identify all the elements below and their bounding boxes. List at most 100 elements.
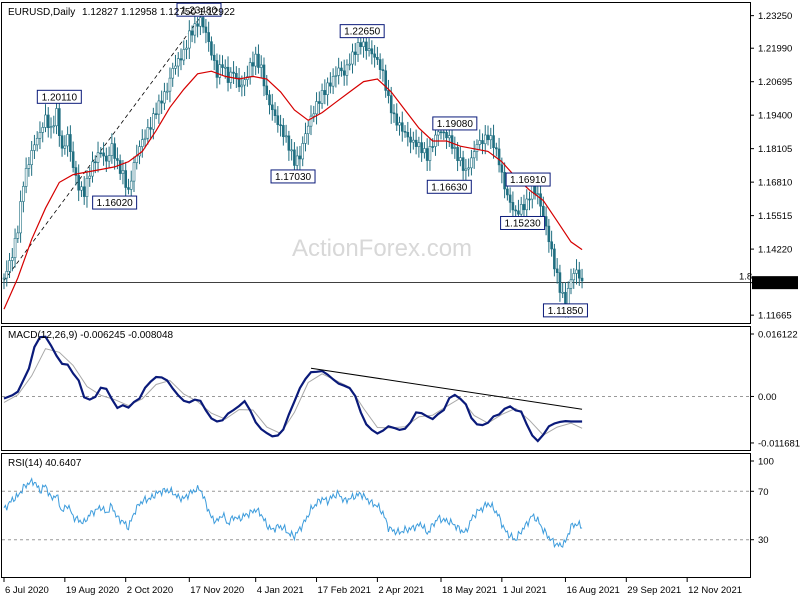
price-candle-body	[226, 66, 230, 83]
price-candle-body	[121, 170, 125, 174]
price-candle-body	[572, 273, 576, 281]
price-annotation-box	[426, 179, 472, 194]
price-candle-body	[168, 77, 172, 92]
price-candle-body	[165, 90, 169, 93]
sma-line	[3, 70, 583, 310]
price-y-tick-label: 1.18105	[758, 144, 792, 155]
price-annotation-box	[339, 24, 385, 39]
price-candle-body	[370, 48, 374, 55]
macd-trendline	[310, 367, 583, 410]
price-annotation: 1.20110	[36, 89, 82, 104]
price-candle-body	[439, 131, 443, 134]
price-candle-body	[223, 66, 227, 69]
price-candle-body	[8, 260, 11, 272]
price-candle-body	[309, 115, 313, 127]
price-candle-body	[384, 70, 387, 91]
price-candle-body	[174, 65, 177, 69]
price-candle-body	[82, 186, 86, 197]
price-candle-body	[387, 90, 390, 96]
price-candle-body	[500, 164, 504, 173]
price-candle-body	[503, 171, 506, 190]
price-candle-body	[514, 209, 517, 212]
price-y-tick-label: 1.15515	[758, 211, 792, 222]
price-candle-body	[201, 17, 205, 28]
price-candle-body	[365, 41, 368, 51]
price-candle-body	[276, 115, 280, 126]
price-candle-body	[204, 26, 208, 33]
price-candle-body	[91, 161, 94, 177]
price-candle-body	[157, 100, 161, 115]
price-annotation-box	[176, 2, 222, 17]
price-candle-body	[320, 90, 324, 104]
price-candle-body	[398, 122, 401, 126]
price-candle-body	[218, 64, 222, 78]
price-candle-body	[550, 241, 553, 250]
last-price-label: 1.12922	[756, 278, 790, 289]
price-candle-body	[99, 152, 103, 155]
price-annotation-label: 1.16910	[510, 175, 547, 186]
price-candle-body	[373, 53, 376, 58]
price-candle-body	[337, 67, 340, 76]
price-annotation-label: 1.16020	[97, 198, 134, 209]
price-layer: 1.8 1.20110 1.16020 1.23480 1.17030 1.22650 1.…	[2, 2, 752, 318]
price-candle-body	[46, 114, 50, 128]
price-candle-body	[30, 150, 33, 166]
price-candle-body	[497, 148, 501, 166]
price-candle-body	[295, 155, 299, 166]
macd-title: MACD(12,26,9) -0.006245 -0.008048	[8, 330, 174, 341]
price-candle-body	[5, 271, 9, 279]
price-y-tick-label: 1.19400	[758, 111, 792, 122]
price-candle-body	[80, 186, 83, 191]
price-candle-body	[96, 152, 100, 163]
price-candle-body	[456, 147, 459, 161]
price-candle-body	[506, 188, 509, 196]
price-annotation-box	[432, 116, 478, 131]
price-candle-body	[318, 101, 321, 104]
price-candle-body	[146, 127, 150, 139]
price-candle-body	[353, 51, 357, 55]
price-annotation: 1.11850	[542, 303, 588, 318]
price-annotation: 1.16020	[92, 195, 138, 210]
price-candle-body	[118, 160, 122, 174]
price-candle-body	[16, 232, 20, 239]
price-candle-body	[215, 60, 219, 78]
x-tick-label: 12 Nov 2021	[688, 585, 742, 596]
price-candle-body	[400, 122, 404, 132]
price-candle-body	[154, 113, 158, 115]
price-annotation-box	[92, 195, 138, 210]
price-candle-body	[69, 134, 72, 153]
chart-title: EURUSD,Daily 1.12827 1.12958 1.12750 1.1…	[8, 7, 235, 18]
price-candle-body	[542, 205, 545, 217]
price-annotation-label: 1.17030	[275, 172, 312, 183]
price-candle-body	[270, 104, 274, 111]
price-candle-body	[163, 91, 166, 104]
price-candle-body	[362, 41, 365, 47]
price-candle-body	[553, 248, 556, 270]
price-candle-body	[182, 49, 186, 61]
price-candle-body	[528, 198, 531, 201]
price-candle-body	[33, 144, 36, 151]
price-annotation: 1.19080	[432, 116, 478, 131]
price-candle-body	[376, 56, 379, 60]
price-candle-body	[420, 142, 423, 154]
price-annotation: 1.23480	[176, 2, 222, 17]
price-candle-body	[52, 125, 56, 128]
price-candle-body	[342, 70, 346, 76]
price-annotation: 1.22650	[339, 24, 385, 39]
x-tick-label: 1 Jul 2021	[503, 585, 547, 596]
rsi-title: RSI(14) 40.6407	[8, 458, 82, 469]
last-price-badge	[752, 276, 798, 290]
x-tick-label: 16 Aug 2021	[566, 585, 619, 596]
price-candle-body	[315, 101, 318, 115]
price-annotation-label: 1.16630	[431, 182, 468, 193]
price-candle-body	[210, 41, 213, 56]
macd-y-tick-label: 0.016122	[758, 330, 798, 341]
price-candle-body	[152, 113, 155, 130]
price-candle-body	[237, 77, 241, 88]
price-candle-body	[340, 67, 343, 72]
price-candle-body	[409, 136, 412, 143]
price-candle-body	[425, 148, 429, 161]
price-y-tick-label: 1.14220	[758, 245, 792, 256]
price-candle-body	[113, 143, 116, 159]
x-tick-label: 17 Nov 2020	[190, 585, 244, 596]
